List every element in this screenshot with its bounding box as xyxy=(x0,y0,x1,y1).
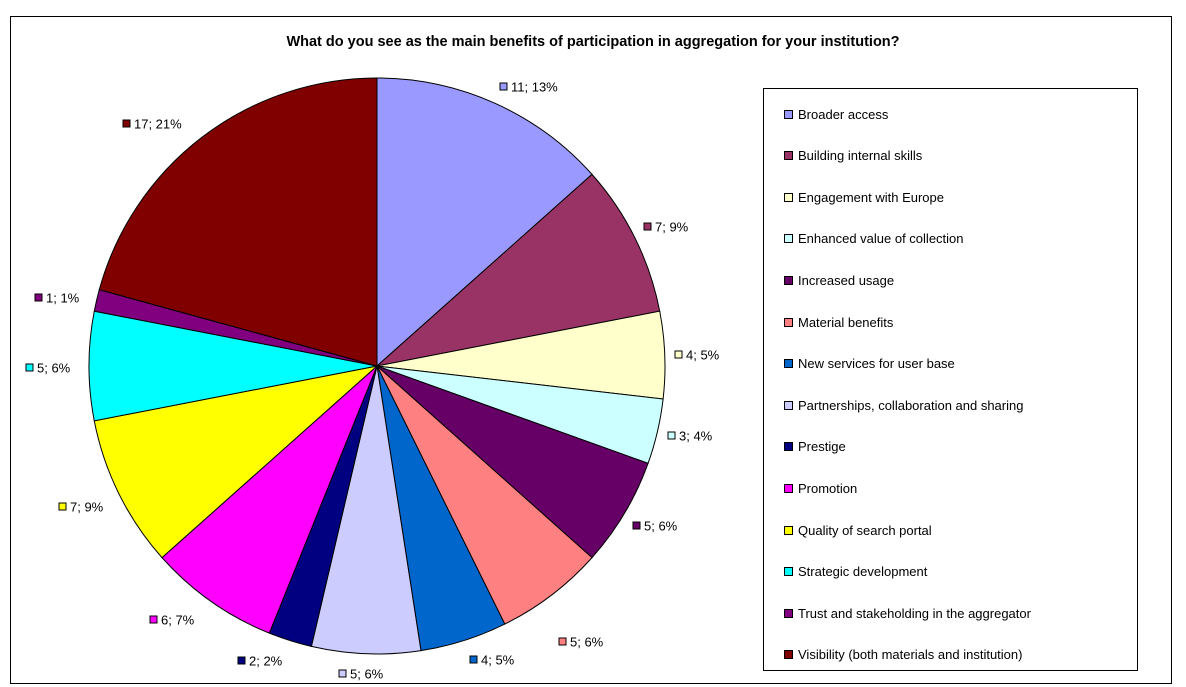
legend-swatch xyxy=(784,234,793,244)
data-label: 5; 6% xyxy=(570,635,604,650)
legend-item: Broader access xyxy=(784,106,888,122)
data-label: 5; 6% xyxy=(37,361,71,376)
pie-slice xyxy=(161,365,378,634)
legend-label: Building internal skills xyxy=(798,148,923,164)
pie-slice xyxy=(375,173,661,367)
legend-label: Visibility (both materials and instituti… xyxy=(798,647,1023,663)
legend-item: Prestige xyxy=(784,439,846,455)
pie-slice xyxy=(376,77,593,368)
data-label-swatch xyxy=(674,350,683,359)
legend-item: Increased usage xyxy=(784,272,894,288)
chart-title: What do you see as the main benefits of … xyxy=(286,34,900,50)
legend-swatch xyxy=(784,359,793,369)
data-label-swatch xyxy=(643,222,652,231)
data-label: 3; 4% xyxy=(679,429,713,444)
legend-label: New services for user base xyxy=(798,356,955,372)
legend-label: Engagement with Europe xyxy=(798,189,944,205)
legend-item: Enhanced value of collection xyxy=(784,231,964,247)
legend-item: Trust and stakeholding in the aggregator xyxy=(784,605,1031,621)
legend-swatch xyxy=(784,608,793,618)
legend-swatch xyxy=(784,525,793,535)
legend-swatch xyxy=(784,483,793,493)
data-label: 7; 9% xyxy=(655,220,689,235)
data-label-swatch xyxy=(58,502,67,511)
legend-item: Strategic development xyxy=(784,564,927,580)
data-label-swatch xyxy=(149,615,158,624)
data-label: 2; 2% xyxy=(249,654,283,669)
legend-label: Material benefits xyxy=(798,314,894,330)
data-label-swatch xyxy=(632,521,641,530)
data-label-swatch xyxy=(558,637,567,646)
legend-swatch xyxy=(784,275,793,285)
legend-item: Partnerships, collaboration and sharing xyxy=(784,397,1023,413)
data-label: 11; 13% xyxy=(511,80,558,95)
legend-label: Prestige xyxy=(798,439,846,455)
legend-item: Visibility (both materials and instituti… xyxy=(784,647,1022,663)
data-label: 7; 9% xyxy=(70,500,104,515)
legend-label: Increased usage xyxy=(798,272,895,288)
legend-label: Trust and stakeholding in the aggregator xyxy=(798,605,1031,621)
legend-item: Building internal skills xyxy=(784,148,922,164)
legend-label: Broader access xyxy=(798,106,889,122)
legend-label: Enhanced value of collection xyxy=(798,231,964,247)
data-label: 5; 6% xyxy=(644,519,678,534)
legend-swatch xyxy=(784,192,793,202)
legend-swatch xyxy=(784,109,793,119)
data-label: 5; 6% xyxy=(350,667,384,682)
legend-label: Quality of search portal xyxy=(798,522,932,538)
data-label-swatch xyxy=(338,669,347,678)
data-label: 17; 21% xyxy=(134,117,182,132)
legend-label: Strategic development xyxy=(798,564,928,580)
legend-swatch xyxy=(784,442,793,452)
legend-swatch xyxy=(784,317,793,327)
legend-swatch xyxy=(784,567,793,577)
legend-label: Partnerships, collaboration and sharing xyxy=(798,397,1024,413)
legend-item: Engagement with Europe xyxy=(784,189,944,205)
data-label-swatch xyxy=(122,119,131,128)
legend-swatch xyxy=(784,151,793,161)
pie-slice xyxy=(98,77,378,367)
data-label: 6; 7% xyxy=(161,613,195,628)
legend-item: Promotion xyxy=(784,480,857,496)
legend: Broader access Building internal skills En… xyxy=(763,88,1138,671)
legend-item: Material benefits xyxy=(784,314,893,330)
pie-slice xyxy=(93,365,379,559)
legend-swatch xyxy=(784,400,793,410)
legend-swatch xyxy=(784,650,793,660)
data-label-swatch xyxy=(34,293,43,302)
legend-item: Quality of search portal xyxy=(784,522,932,538)
data-label: 1; 1% xyxy=(46,291,80,306)
data-label-swatch xyxy=(25,363,34,372)
legend-item: New services for user base xyxy=(784,356,955,372)
data-label-swatch xyxy=(667,431,676,440)
data-label: 4; 5% xyxy=(481,653,515,668)
data-label-swatch xyxy=(237,656,246,665)
data-label-swatch xyxy=(469,655,478,664)
data-label-swatch xyxy=(499,82,508,91)
legend-label: Promotion xyxy=(798,480,858,496)
data-label: 4; 5% xyxy=(686,348,720,363)
